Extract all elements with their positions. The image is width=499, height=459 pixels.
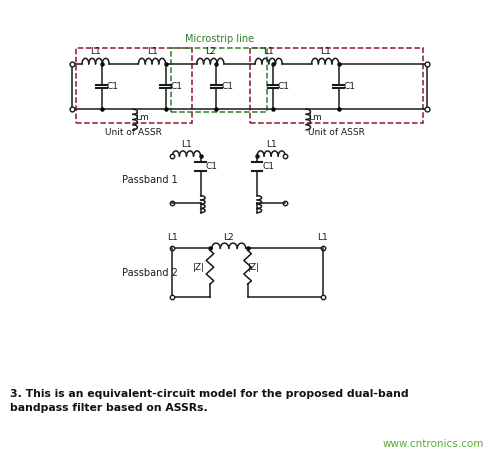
- Bar: [171, 48, 267, 112]
- Text: C1: C1: [221, 82, 233, 91]
- Bar: [250, 48, 423, 123]
- Text: L1: L1: [266, 140, 276, 150]
- Text: Passband 1: Passband 1: [122, 175, 177, 185]
- Bar: [76, 48, 192, 123]
- Text: Passband 2: Passband 2: [122, 268, 178, 278]
- Text: L1: L1: [181, 140, 192, 150]
- Text: L1: L1: [317, 233, 328, 241]
- Text: L2: L2: [205, 47, 216, 56]
- Text: C1: C1: [344, 82, 356, 91]
- Text: Microstrip line: Microstrip line: [185, 34, 254, 45]
- Text: Lm: Lm: [308, 113, 322, 122]
- Text: C1: C1: [106, 82, 118, 91]
- Text: L1: L1: [167, 233, 178, 241]
- Text: L2: L2: [224, 233, 234, 241]
- Text: C1: C1: [278, 82, 290, 91]
- Text: Unit of ASSR: Unit of ASSR: [105, 128, 162, 137]
- Text: L1: L1: [90, 47, 101, 56]
- Text: www.cntronics.com: www.cntronics.com: [383, 439, 484, 449]
- Text: Lm: Lm: [135, 113, 149, 122]
- Text: Unit of ASSR: Unit of ASSR: [307, 128, 364, 137]
- Text: C1: C1: [206, 162, 218, 171]
- Text: L1: L1: [320, 47, 330, 56]
- Text: C1: C1: [262, 162, 274, 171]
- Text: C1: C1: [171, 82, 183, 91]
- Text: |Z|: |Z|: [193, 263, 206, 272]
- Text: L1: L1: [147, 47, 157, 56]
- Text: L1: L1: [263, 47, 274, 56]
- Text: 3. This is an equivalent-circuit model for the proposed dual-band
bandpass filte: 3. This is an equivalent-circuit model f…: [10, 389, 409, 413]
- Text: |Z|: |Z|: [249, 263, 260, 272]
